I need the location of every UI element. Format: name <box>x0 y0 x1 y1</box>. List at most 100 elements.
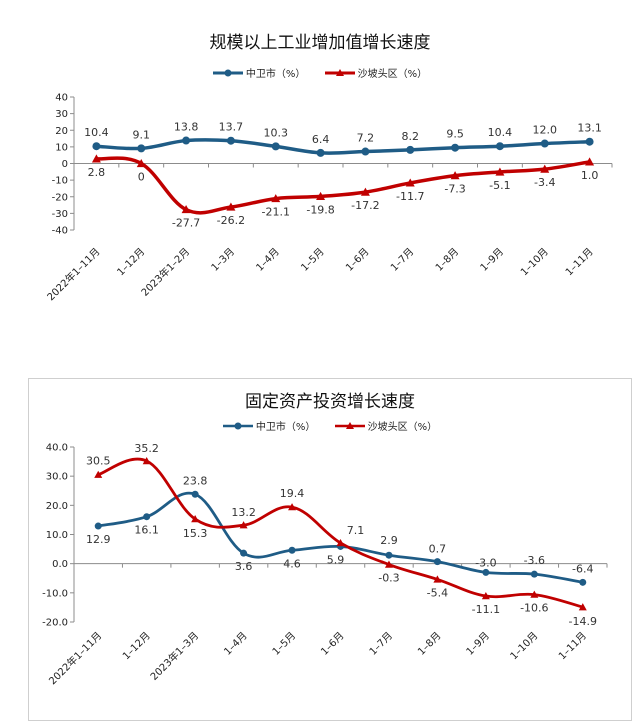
data-point <box>191 490 199 498</box>
data-point <box>142 457 151 465</box>
x-tick-label: 2022年1–11月 <box>44 245 102 303</box>
chart-legend: 中卫市（%） 沙坡头区（%） <box>0 65 640 81</box>
y-tick-label: 20.0 <box>46 501 68 512</box>
y-tick-label: 40 <box>55 93 68 104</box>
data-point <box>182 136 191 145</box>
data-label: 2.8 <box>88 166 106 179</box>
data-label: -26.2 <box>217 214 245 227</box>
chart-plot-area: 40 30 20 10 0 -10 -20 -30 -40 2022年1–11月 1–12月2023… <box>44 93 613 303</box>
data-label: -3.6 <box>524 554 545 567</box>
data-label: -14.9 <box>569 615 597 628</box>
data-point <box>495 167 505 176</box>
data-point <box>94 470 103 478</box>
data-label: 13.1 <box>577 122 602 135</box>
data-label: -21.1 <box>262 206 290 219</box>
data-point <box>433 575 442 583</box>
data-label: 9.1 <box>133 128 151 141</box>
legend-line-circle-icon <box>212 69 243 76</box>
data-label: 13.8 <box>174 121 199 134</box>
data-label: -11.1 <box>472 603 500 616</box>
data-point <box>136 159 146 168</box>
data-label: 12.9 <box>86 533 111 546</box>
data-point <box>481 592 490 600</box>
data-point <box>191 515 200 523</box>
data-label: 12.0 <box>533 124 558 137</box>
legend-label: 沙坡头区（%） <box>367 422 438 433</box>
legend-label: 中卫市（%） <box>245 69 306 80</box>
data-point <box>316 148 325 157</box>
legend-line-triangle-icon <box>324 68 355 76</box>
data-point <box>530 570 538 578</box>
data-label: 10.4 <box>84 126 109 139</box>
data-point <box>540 164 550 173</box>
data-label: 3.6 <box>235 560 253 573</box>
data-point <box>181 205 191 214</box>
data-point <box>288 503 297 511</box>
data-point <box>137 144 146 153</box>
y-tick-label: 30 <box>55 109 68 120</box>
x-tick-label: 1–10月 <box>508 630 541 663</box>
data-label: -27.7 <box>172 217 200 230</box>
data-point <box>578 603 587 611</box>
x-tick-label: 1–10月 <box>518 246 551 279</box>
data-point <box>226 136 235 145</box>
data-point <box>94 522 102 530</box>
data-label: 7.1 <box>347 524 365 537</box>
data-point <box>540 139 549 148</box>
data-label: 8.2 <box>402 130 420 143</box>
x-tick-label: 1–11月 <box>556 630 589 663</box>
chart-legend: 中卫市（%） 沙坡头区（%） <box>29 418 631 434</box>
data-label: 15.3 <box>183 527 208 540</box>
data-label: 23.8 <box>183 474 208 487</box>
y-tick-label: -10 <box>52 176 68 187</box>
series-line-shapotou <box>96 457 585 609</box>
data-label: 13.2 <box>231 506 256 519</box>
x-tick-label: 1–8月 <box>415 630 443 658</box>
legend-label: 沙坡头区（%） <box>357 69 428 80</box>
data-point <box>240 549 248 557</box>
data-point <box>482 568 490 576</box>
x-tick-label: 1–3月 <box>209 246 237 274</box>
x-tick-label: 2023年1–3月 <box>147 629 201 683</box>
series-line-zhongwei <box>94 137 592 155</box>
y-tick-label: 10.0 <box>46 530 68 541</box>
x-tick-label: 1–12月 <box>120 630 153 663</box>
data-point <box>579 578 587 586</box>
data-point <box>239 521 248 529</box>
data-point <box>271 194 281 203</box>
x-tick-label: 2023年1–2月 <box>138 245 192 299</box>
y-tick-label: -10.0 <box>42 588 68 599</box>
legend-label: 中卫市（%） <box>255 422 316 433</box>
data-point <box>91 154 101 163</box>
data-point <box>271 142 280 151</box>
data-point <box>451 143 460 152</box>
data-label: 2.9 <box>380 534 398 547</box>
data-label: 9.5 <box>446 128 464 141</box>
data-label: 7.2 <box>357 132 375 145</box>
data-point <box>585 157 595 166</box>
data-point <box>495 142 504 151</box>
data-label: 10.3 <box>264 126 289 139</box>
x-tick-label: 1–5月 <box>270 630 298 658</box>
data-point <box>385 551 393 559</box>
series-line-zhongwei <box>96 491 585 584</box>
data-label: -19.8 <box>306 203 334 216</box>
data-point <box>336 538 345 547</box>
data-label: 19.4 <box>280 487 305 500</box>
x-tick-label: 1–8月 <box>433 246 461 274</box>
legend-line-circle-icon <box>222 422 253 429</box>
data-point <box>143 513 151 521</box>
chart-title: 固定资产投资增长速度 <box>245 392 415 412</box>
data-label: 10.4 <box>488 126 513 139</box>
data-label: 6.4 <box>312 133 330 146</box>
data-point <box>585 137 594 146</box>
x-tick-label: 2022年1–11月 <box>46 629 104 687</box>
data-label: -3.0 <box>475 556 496 569</box>
y-tick-label: -40 <box>52 226 68 237</box>
data-label: 0.7 <box>429 543 447 556</box>
data-label: -17.2 <box>351 199 379 212</box>
data-label: 35.2 <box>134 442 159 455</box>
x-tick-label: 1–11月 <box>563 246 596 279</box>
data-point <box>405 178 415 187</box>
